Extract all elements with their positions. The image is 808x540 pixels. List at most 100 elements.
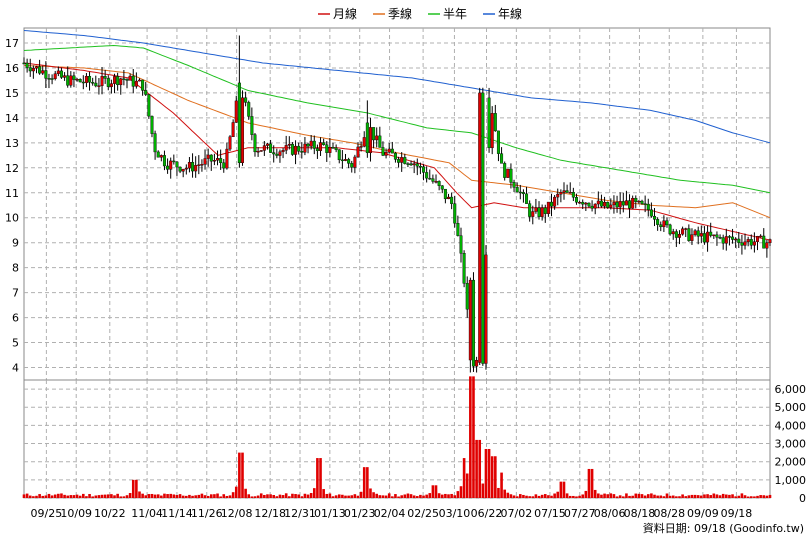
volume-bar — [344, 495, 347, 498]
candle-body — [412, 163, 416, 166]
candle-body — [259, 150, 263, 152]
volume-bar — [587, 468, 591, 498]
volume-bar — [384, 495, 388, 498]
candle-body — [44, 70, 48, 79]
candle-body — [727, 236, 731, 238]
candle-body — [543, 207, 547, 214]
candle-body — [284, 145, 288, 151]
candle-body — [731, 236, 735, 240]
volume-bar — [334, 495, 338, 498]
volume-bar — [160, 495, 163, 498]
volume-bar — [378, 495, 382, 498]
volume-bar — [640, 494, 644, 498]
volume-bar — [253, 496, 257, 498]
price-axis-ticks: 4 5 6 7 8 9 10 11 12 13 14 15 16 17 — [5, 37, 19, 375]
volume-bar — [756, 495, 759, 498]
candle-body — [109, 83, 113, 87]
candle-body — [353, 156, 357, 168]
candle-body — [159, 155, 163, 158]
candle-body — [269, 143, 273, 153]
x-tick-label: 02/04 — [374, 507, 406, 520]
candle-body — [428, 177, 432, 180]
candle-body — [250, 116, 254, 135]
candle-body — [309, 140, 313, 147]
candle-body — [31, 68, 35, 72]
volume-bar — [41, 495, 45, 498]
volume-bar — [82, 493, 85, 498]
candle-body — [56, 70, 60, 74]
volume-bar — [75, 494, 79, 498]
candle-body — [521, 192, 525, 195]
volume-bar — [621, 496, 625, 498]
volume-bar — [312, 488, 316, 498]
volume-bar — [731, 494, 734, 498]
candle-body — [328, 146, 332, 153]
price-tick-label: 7 — [12, 287, 19, 300]
candle-body — [200, 164, 204, 166]
candle-body — [590, 205, 594, 209]
legend-label: 半年 — [443, 7, 467, 21]
volume-bar — [38, 494, 41, 498]
candle-body — [228, 136, 232, 150]
candle-body — [525, 193, 529, 204]
candle-body — [153, 133, 157, 153]
candle-body — [584, 202, 588, 205]
candle-body — [175, 161, 179, 168]
candle-body — [447, 196, 451, 200]
volume-bar — [250, 496, 254, 498]
candle-body — [668, 224, 672, 235]
candle-body — [631, 197, 635, 209]
volume-bar — [394, 494, 397, 498]
volume-bar — [88, 493, 91, 498]
volume-bar — [459, 486, 463, 498]
candle-body — [262, 145, 266, 151]
volume-bar — [725, 494, 728, 498]
volume-bar — [197, 494, 201, 498]
volume-bar — [625, 493, 628, 498]
volume-bar — [297, 494, 300, 498]
candle-body — [646, 203, 650, 211]
volume-bar — [309, 493, 313, 498]
volume-bar — [768, 494, 772, 498]
candle-body — [319, 142, 323, 151]
candle-body — [440, 185, 444, 190]
candle-body — [297, 145, 301, 152]
volume-bar — [650, 493, 653, 498]
volume-bar — [25, 493, 29, 498]
candle-body — [737, 238, 741, 243]
candle-body — [443, 188, 447, 200]
candle-body — [696, 230, 700, 237]
candle-body — [450, 196, 454, 204]
volume-bar — [35, 495, 38, 498]
candle-body — [384, 151, 388, 156]
volume-bar — [440, 494, 444, 498]
volume-bar — [534, 494, 538, 498]
volume-bar — [656, 495, 659, 498]
volume-bar — [509, 494, 513, 498]
candle-body — [671, 231, 675, 235]
x-tick-label: 03/10 — [439, 507, 471, 520]
candle-body — [247, 102, 251, 117]
volume-bar — [350, 495, 354, 498]
x-tick-label: 12/31 — [284, 507, 316, 520]
volume-bar — [668, 495, 672, 498]
half-year-ma-line — [23, 44, 771, 194]
volume-bar — [584, 490, 588, 498]
volume-bar — [497, 487, 500, 498]
volume-bar — [278, 494, 282, 498]
volume-bar — [69, 495, 73, 498]
volume-bar — [172, 494, 176, 498]
volume-bar — [575, 496, 578, 498]
volume-bar — [675, 496, 678, 498]
candle-body — [169, 160, 173, 170]
volume-bar — [188, 494, 191, 498]
candle-body — [512, 182, 516, 188]
volume-bar — [447, 494, 450, 498]
volume-bar — [553, 493, 556, 498]
candle-body — [340, 159, 344, 162]
volume-bar — [581, 494, 585, 498]
candle-body — [762, 235, 766, 249]
volume-bar — [47, 493, 51, 498]
candle-body — [687, 228, 691, 241]
volume-bar — [762, 495, 766, 498]
